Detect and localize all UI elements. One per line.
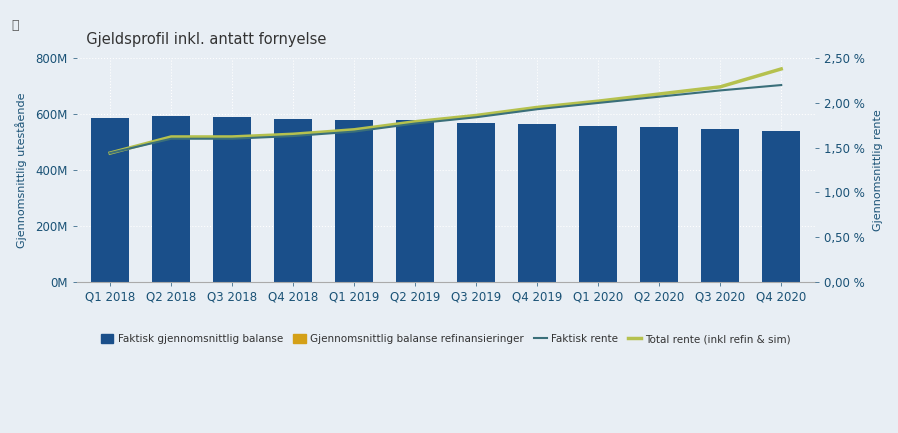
Bar [579, 126, 617, 282]
Bar [153, 116, 190, 282]
Text: Gjeldsprofil inkl. antatt fornyelse: Gjeldsprofil inkl. antatt fornyelse [76, 32, 326, 47]
Bar [92, 118, 129, 282]
Bar [396, 120, 434, 282]
Y-axis label: Gjennomsnittlig utestående: Gjennomsnittlig utestående [15, 92, 27, 248]
Bar [701, 129, 739, 282]
Bar [518, 124, 556, 282]
Bar [335, 120, 373, 282]
Legend: Faktisk gjennomsnittlig balanse, Gjennomsnittlig balanse refinansieringer, Fakti: Faktisk gjennomsnittlig balanse, Gjennom… [97, 330, 795, 348]
Bar [457, 123, 495, 282]
Y-axis label: Gjennomsnittlig rente: Gjennomsnittlig rente [873, 109, 883, 231]
Bar [762, 131, 800, 282]
Bar [640, 127, 678, 282]
Bar [214, 117, 251, 282]
Text: 📊: 📊 [12, 19, 19, 32]
Bar [274, 119, 313, 282]
